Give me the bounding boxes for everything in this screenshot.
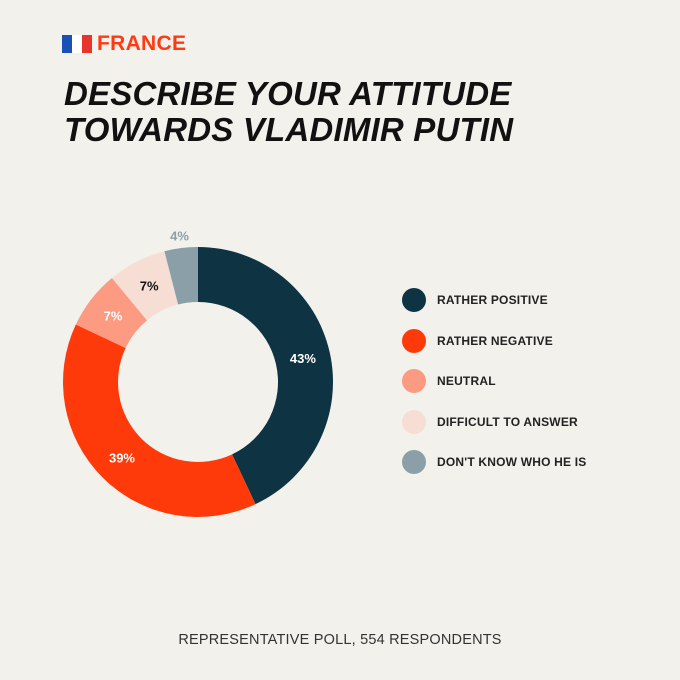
legend-swatch [402,450,426,474]
legend-item-dont-know: DON'T KNOW WHO HE IS [402,450,587,474]
legend-item-neutral: NEUTRAL [402,369,587,393]
donut-slice-neutral [75,277,148,348]
france-flag-icon [62,35,92,53]
donut-data-label: 7% [140,279,159,294]
chart-legend: RATHER POSITIVE RATHER NEGATIVE NEUTRAL … [402,288,587,491]
legend-label: RATHER NEGATIVE [437,333,553,348]
donut-data-label: 4% [170,229,189,244]
legend-label: DIFFICULT TO ANSWER [437,414,578,429]
donut-slice-difficult-to-answer [111,251,179,321]
donut-data-label: 39% [109,451,135,466]
flag-stripe-red [82,35,92,53]
donut-data-label: 43% [290,351,316,366]
legend-label: RATHER POSITIVE [437,293,548,307]
legend-swatch [402,369,426,393]
country-name: FRANCE [97,32,187,55]
chart-title-line-1: DESCRIBE YOUR ATTITUDE [64,75,512,112]
legend-swatch [402,409,426,434]
legend-swatch [402,288,426,312]
poll-footnote: REPRESENTATIVE POLL, 554 RESPONDENTS [178,632,502,648]
legend-item-rather-positive: RATHER POSITIVE [402,288,587,312]
donut-slice-rather-negative [63,324,256,517]
legend-item-difficult-to-answer: DIFFICULT TO ANSWER [402,409,587,434]
legend-swatch [402,328,426,353]
chart-title-line-2: TOWARDS VLADIMIR PUTIN [64,111,514,148]
flag-stripe-blue [62,35,72,53]
country-header: FRANCE [62,32,186,56]
flag-stripe-white [72,35,82,53]
chart-title: DESCRIBE YOUR ATTITUDE TOWARDS VLADIMIR … [64,76,624,148]
donut-slice-don-t-know-who-he-is [164,247,198,305]
legend-label: NEUTRAL [437,374,496,388]
legend-label: DON'T KNOW WHO HE IS [437,455,587,469]
legend-item-rather-negative: RATHER NEGATIVE [402,328,587,353]
donut-slice-rather-positive [198,247,334,505]
donut-data-label: 7% [104,309,123,324]
